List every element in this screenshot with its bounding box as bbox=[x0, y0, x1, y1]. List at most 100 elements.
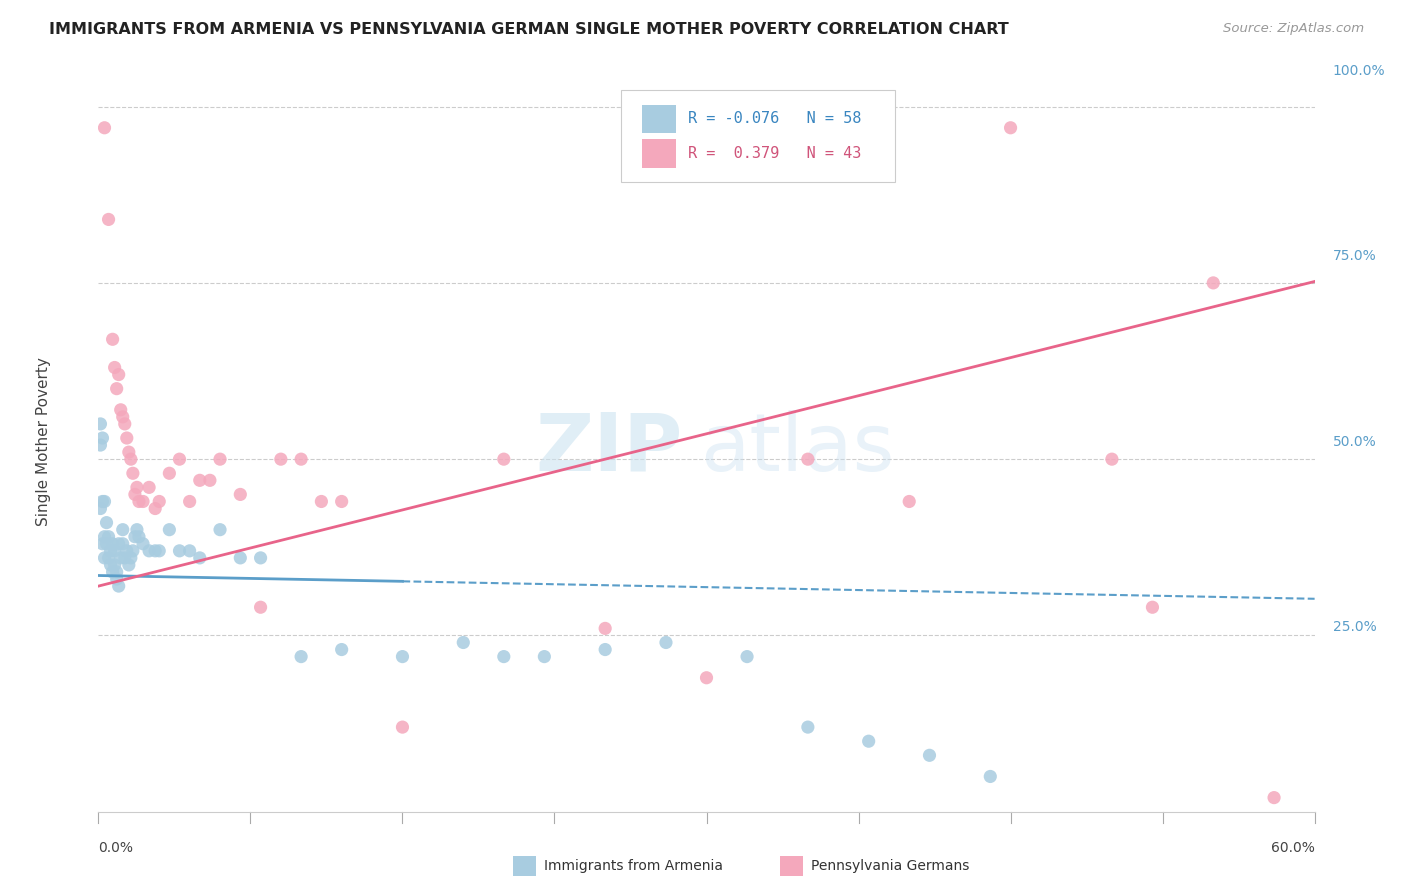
Point bbox=[97, 212, 120, 227]
Point bbox=[97, 530, 120, 544]
Point bbox=[104, 544, 127, 558]
Point bbox=[118, 558, 141, 572]
Point bbox=[1263, 790, 1285, 805]
Point bbox=[1101, 452, 1123, 467]
Point bbox=[391, 720, 413, 734]
Point bbox=[797, 720, 820, 734]
Point bbox=[696, 671, 718, 685]
Point bbox=[209, 523, 232, 537]
Text: 75.0%: 75.0% bbox=[1333, 250, 1376, 263]
Point bbox=[229, 487, 252, 501]
Point bbox=[330, 642, 353, 657]
Point bbox=[148, 494, 170, 508]
Point bbox=[209, 452, 232, 467]
Point bbox=[138, 544, 160, 558]
Point bbox=[593, 642, 616, 657]
Point bbox=[107, 537, 129, 551]
Point bbox=[1142, 600, 1164, 615]
Text: Single Mother Poverty: Single Mother Poverty bbox=[37, 357, 51, 526]
Point bbox=[101, 332, 124, 346]
Point bbox=[1000, 120, 1022, 135]
Point bbox=[114, 417, 136, 431]
Point bbox=[91, 537, 114, 551]
Point bbox=[93, 550, 115, 565]
Point bbox=[110, 550, 132, 565]
Point bbox=[797, 452, 820, 467]
Point bbox=[115, 544, 138, 558]
Point bbox=[132, 537, 155, 551]
Point bbox=[918, 748, 941, 763]
Point bbox=[118, 445, 141, 459]
Text: 0.0%: 0.0% bbox=[98, 841, 134, 855]
Point bbox=[128, 530, 150, 544]
Point bbox=[249, 550, 271, 565]
Text: Pennsylvania Germans: Pennsylvania Germans bbox=[811, 859, 970, 873]
Point bbox=[188, 550, 211, 565]
Point bbox=[979, 769, 1001, 783]
Point bbox=[101, 565, 124, 579]
Point bbox=[179, 494, 201, 508]
Point bbox=[107, 368, 129, 382]
Point bbox=[198, 473, 221, 487]
Point bbox=[105, 565, 128, 579]
Bar bbox=[643, 104, 676, 133]
Point bbox=[111, 523, 134, 537]
Point bbox=[89, 438, 111, 452]
Text: 60.0%: 60.0% bbox=[1271, 841, 1315, 855]
Point bbox=[593, 621, 616, 635]
Text: 100.0%: 100.0% bbox=[1333, 64, 1385, 78]
Point bbox=[93, 120, 115, 135]
Text: R =  0.379   N = 43: R = 0.379 N = 43 bbox=[689, 146, 862, 161]
Point bbox=[122, 544, 145, 558]
Point bbox=[120, 550, 142, 565]
Point bbox=[169, 544, 191, 558]
Point bbox=[735, 649, 758, 664]
Point bbox=[1202, 276, 1225, 290]
Point bbox=[104, 558, 127, 572]
Point bbox=[290, 649, 312, 664]
Point bbox=[533, 649, 555, 664]
Point bbox=[120, 452, 142, 467]
Point bbox=[124, 530, 146, 544]
Point bbox=[96, 516, 118, 530]
Point bbox=[114, 550, 136, 565]
Point bbox=[91, 494, 114, 508]
Text: atlas: atlas bbox=[700, 410, 894, 488]
Point bbox=[100, 544, 122, 558]
Point bbox=[115, 431, 138, 445]
Point bbox=[125, 523, 148, 537]
Point bbox=[89, 501, 111, 516]
Point bbox=[179, 544, 201, 558]
Point bbox=[138, 480, 160, 494]
Point bbox=[111, 409, 134, 424]
Point bbox=[157, 523, 180, 537]
Text: IMMIGRANTS FROM ARMENIA VS PENNSYLVANIA GERMAN SINGLE MOTHER POVERTY CORRELATION: IMMIGRANTS FROM ARMENIA VS PENNSYLVANIA … bbox=[49, 22, 1010, 37]
Point bbox=[148, 544, 170, 558]
Point bbox=[93, 530, 115, 544]
Point bbox=[492, 452, 515, 467]
Point bbox=[105, 572, 128, 586]
Point bbox=[105, 382, 128, 396]
Point bbox=[270, 452, 292, 467]
Point bbox=[391, 649, 413, 664]
Point bbox=[330, 494, 353, 508]
Point bbox=[96, 537, 118, 551]
Point bbox=[110, 402, 132, 417]
FancyBboxPatch shape bbox=[621, 90, 896, 183]
Point bbox=[249, 600, 271, 615]
Point bbox=[157, 467, 180, 481]
Point bbox=[107, 579, 129, 593]
Point bbox=[143, 544, 166, 558]
Point bbox=[492, 649, 515, 664]
Point bbox=[132, 494, 155, 508]
Text: 50.0%: 50.0% bbox=[1333, 434, 1376, 449]
Point bbox=[188, 473, 211, 487]
Point bbox=[311, 494, 333, 508]
Bar bbox=[643, 139, 676, 168]
Point bbox=[169, 452, 191, 467]
Point bbox=[104, 360, 127, 375]
Point bbox=[898, 494, 921, 508]
Point bbox=[101, 537, 124, 551]
Point bbox=[858, 734, 880, 748]
Point bbox=[229, 550, 252, 565]
